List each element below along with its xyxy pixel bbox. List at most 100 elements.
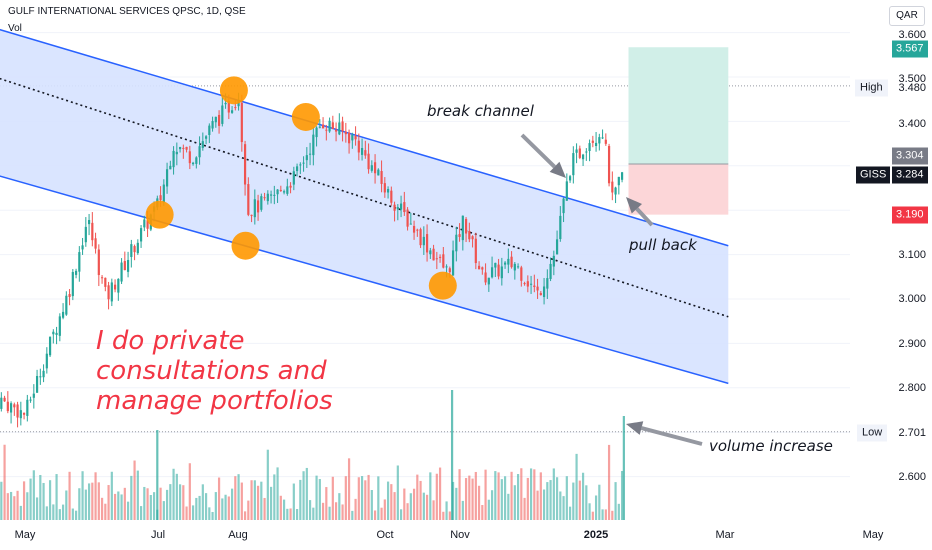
candle-body: [84, 226, 87, 243]
high-value: 3.480: [898, 82, 926, 94]
volume-bar: [191, 505, 195, 520]
candle-body: [360, 148, 364, 155]
volume-bar: [22, 481, 26, 520]
volume-bar: [61, 504, 65, 520]
candle-body: [507, 258, 510, 265]
volume-bar: [406, 503, 409, 520]
volume-increase-label: volume increase: [709, 437, 833, 455]
volume-bar: [529, 468, 533, 520]
volume-bar: [601, 509, 604, 520]
candle-body: [351, 134, 354, 141]
candle-body: [214, 116, 217, 123]
candle-body: [523, 283, 526, 285]
y-tick-2800: 2.800: [898, 382, 926, 394]
volume-bar: [253, 480, 256, 520]
candle-body: [468, 230, 471, 240]
candle-body: [370, 165, 373, 171]
channel-lower-line: [0, 175, 729, 385]
volume-bar: [195, 497, 198, 520]
volume-bar: [32, 470, 35, 520]
volume-bar: [221, 498, 224, 520]
volume-spike: [450, 390, 454, 520]
volume-bar: [68, 471, 71, 520]
candle-body: [68, 294, 71, 298]
candle-body: [74, 270, 78, 275]
x-label-may-2: May: [862, 529, 884, 541]
volume-legend[interactable]: Vol: [8, 23, 22, 34]
volume-bar: [74, 510, 78, 520]
candle-body: [159, 195, 162, 201]
circle-marker: [428, 271, 457, 300]
volume-bar: [523, 497, 526, 520]
volume-bar: [162, 501, 165, 520]
volume-bar: [48, 480, 52, 520]
volume-bar: [578, 480, 581, 520]
candle-body: [471, 236, 474, 240]
candle-body: [201, 141, 204, 148]
candle-body: [273, 194, 276, 196]
volume-bar: [308, 500, 312, 520]
volume-bar: [380, 507, 383, 520]
candle-body: [289, 185, 292, 188]
volume-bar: [484, 469, 487, 520]
candle-body: [81, 245, 84, 250]
volume-bar: [136, 470, 139, 520]
candle-body: [6, 401, 9, 412]
stop-price-badge: 3.190: [892, 206, 928, 224]
candle-body: [455, 234, 458, 252]
volume-bar: [539, 472, 542, 520]
volume-bar: [360, 476, 364, 520]
candle-body: [172, 150, 175, 168]
candle-body: [341, 121, 344, 132]
volume-bar: [455, 487, 458, 520]
volume-bar: [45, 506, 48, 520]
candle-body: [107, 285, 110, 300]
candle-body: [292, 171, 295, 185]
candle-body: [217, 114, 221, 126]
volume-bar: [367, 474, 370, 520]
volume-bar: [620, 470, 624, 520]
y-tick-3400: 3.400: [898, 118, 926, 130]
volume-bar: [536, 490, 539, 520]
candle-body: [373, 162, 377, 174]
volume-bar: [279, 495, 282, 520]
volume-bar: [461, 500, 464, 520]
volume-bar: [403, 488, 406, 520]
candle-body: [588, 143, 591, 152]
candle-body: [549, 263, 552, 279]
candle-body: [422, 236, 425, 246]
volume-bar: [409, 493, 412, 520]
volume-bar: [243, 511, 247, 520]
candle-body: [136, 242, 139, 254]
volume-bar: [188, 463, 191, 520]
candle-body: [572, 153, 575, 176]
volume-bar: [123, 487, 126, 520]
candle-body: [52, 331, 55, 335]
volume-bar: [211, 511, 214, 520]
volume-bar: [292, 483, 295, 520]
candle-body: [513, 263, 516, 271]
volume-bar: [260, 481, 263, 520]
volume-bar: [286, 508, 289, 520]
candle-body: [565, 181, 568, 201]
candle-body: [477, 265, 481, 270]
volume-bar: [435, 473, 438, 520]
volume-bar: [84, 489, 87, 520]
candle-body: [529, 283, 533, 285]
volume-bar: [565, 476, 568, 520]
volume-bar: [305, 467, 308, 520]
candle-body: [61, 311, 65, 318]
volume-bar: [585, 485, 588, 520]
chart-title[interactable]: GULF INTERNATIONAL SERVICES QPSC, 1D, QS…: [8, 6, 246, 17]
candle-body: [390, 190, 393, 203]
volume-bar: [344, 476, 347, 520]
pull-back-label: pull back: [629, 236, 697, 254]
candle-body: [578, 148, 581, 158]
candle-body: [347, 132, 351, 144]
volume-bar: [422, 492, 425, 520]
currency-button[interactable]: QAR: [889, 6, 925, 26]
volume-bar: [299, 479, 302, 520]
volume-bar: [549, 480, 552, 520]
volume-bar: [178, 484, 182, 520]
